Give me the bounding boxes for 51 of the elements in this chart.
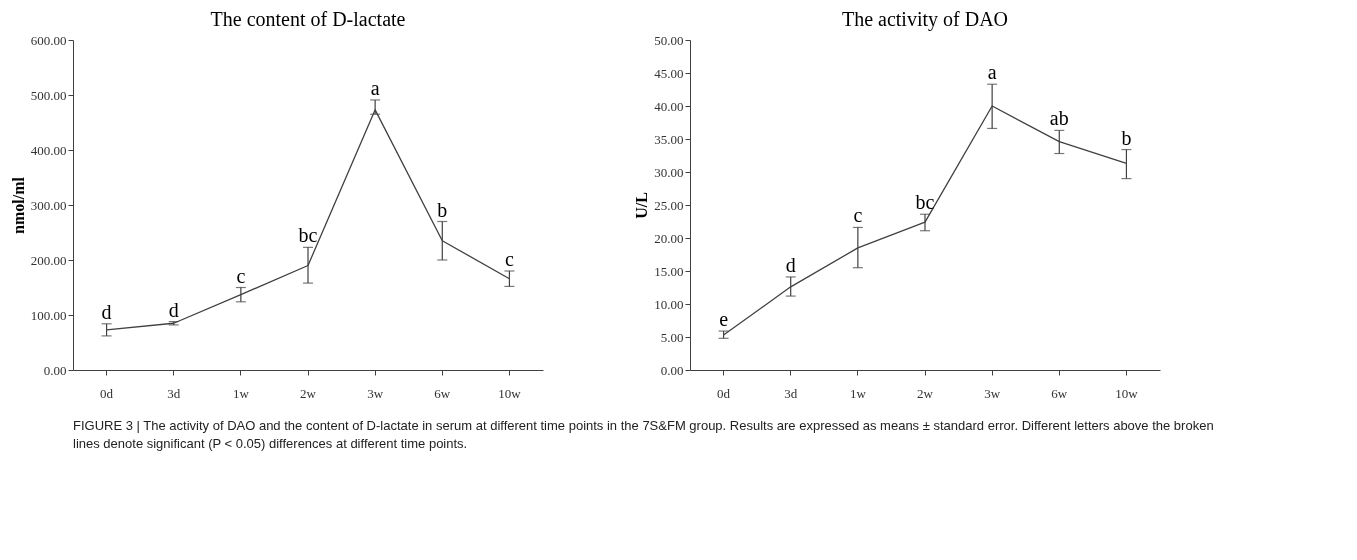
y-tick-label: 5.00 — [660, 329, 684, 345]
annotation: bc — [915, 191, 935, 214]
y-axis-title: nmol/ml — [9, 176, 27, 234]
y-tick-label: 10.00 — [654, 296, 684, 312]
y-tick-label: 20.00 — [654, 230, 684, 246]
annotation: c — [853, 204, 863, 227]
y-tick-label: 600.00 — [30, 32, 67, 48]
annotation: a — [370, 76, 380, 99]
y-axis-title: U/L — [633, 192, 651, 219]
x-tick-label: 1w — [849, 385, 867, 401]
x-tick-label: 1w — [232, 385, 250, 401]
annotation: d — [101, 300, 112, 323]
y-tick-label: 30.00 — [654, 164, 684, 180]
y-tick-label: 0.00 — [660, 362, 684, 378]
y-tick-label: 40.00 — [654, 98, 684, 114]
x-tick-label: 10w — [1115, 385, 1139, 401]
y-tick-label: 35.00 — [654, 131, 684, 147]
x-tick-label: 3w — [984, 385, 1001, 401]
chart-title: The activity of DAO — [841, 8, 1009, 31]
annotation: d — [168, 298, 179, 321]
annotation: b — [437, 198, 448, 221]
x-tick-label: 2w — [917, 385, 934, 401]
annotation: d — [785, 253, 796, 276]
y-tick-label: 50.00 — [654, 32, 684, 48]
x-tick-label: 3d — [167, 385, 181, 401]
y-tick-label: 200.00 — [30, 252, 67, 268]
annotation: a — [987, 61, 997, 84]
x-tick-label: 2w — [300, 385, 317, 401]
annotation: c — [504, 248, 514, 270]
y-tick-label: 400.00 — [30, 142, 67, 158]
y-tick-label: 500.00 — [30, 87, 67, 103]
x-tick-label: 6w — [434, 385, 451, 401]
y-tick-label: 300.00 — [30, 197, 67, 213]
annotation: b — [1121, 126, 1132, 149]
x-tick-label: 10w — [498, 385, 522, 401]
caption: FIGURE 3 | The activity of DAO and the content of D-lactate in serum at different time points in the 7S&FM group. Results are expressed as means ± standard error. Different letters above the broken lines denote significant (P < 0.05) differences at different time points. — [73, 418, 1214, 451]
y-tick-label: 25.00 — [654, 197, 684, 213]
x-tick-label: 0d — [100, 385, 114, 401]
y-tick-label: 45.00 — [654, 65, 684, 81]
x-tick-label: 6w — [1051, 385, 1068, 401]
y-tick-label: 15.00 — [654, 263, 684, 279]
y-tick-label: 0.00 — [43, 362, 67, 378]
annotation: bc — [298, 224, 318, 247]
annotation: e — [719, 308, 729, 331]
x-tick-label: 3d — [784, 385, 798, 401]
annotation: c — [236, 264, 246, 287]
y-tick-label: 100.00 — [30, 307, 67, 323]
chart-title: The content of D-lactate — [210, 8, 406, 30]
x-tick-label: 3w — [367, 385, 384, 401]
x-tick-label: 0d — [717, 385, 731, 401]
annotation: ab — [1049, 107, 1069, 130]
